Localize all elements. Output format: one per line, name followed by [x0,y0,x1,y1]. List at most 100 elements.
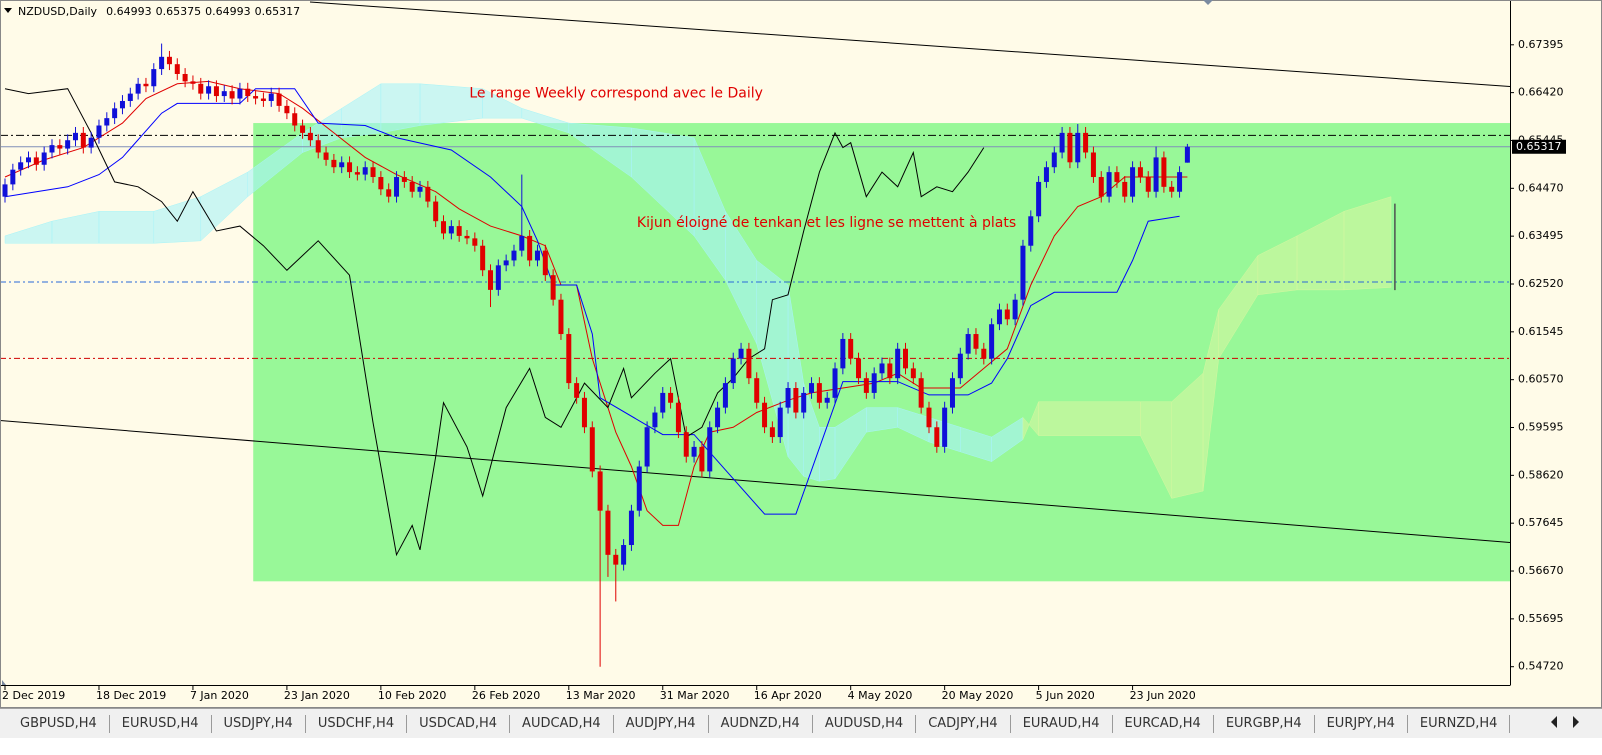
x-tick-label: 31 Mar 2020 [660,689,730,702]
candle-body [534,250,540,261]
y-tick-label: 0.59595 [1518,421,1564,434]
candle-body [49,145,55,153]
symbol-tab[interactable]: EURJPY,H4 [1315,714,1408,733]
symbol-tab[interactable]: EURCAD,H4 [1113,714,1214,733]
trendline [309,1,1510,88]
candle-body [769,427,775,438]
symbol-tab[interactable]: AUDUSD,H4 [813,714,917,733]
x-tick-label: 13 Mar 2020 [566,689,636,702]
candle-body [433,201,439,222]
candle-body [785,388,791,408]
candle-body [1051,152,1057,168]
candle-body [245,88,251,97]
cloud-segment [1343,196,1392,291]
tab-scroll[interactable] [1548,712,1588,732]
candle-body [166,56,172,65]
candle-body [1137,167,1143,178]
candle-body [221,91,227,97]
menu-arrow[interactable] [4,8,12,13]
cloud-segment [1038,401,1141,436]
candle-body [581,397,587,428]
symbol-tab[interactable]: CADJPY,H4 [916,714,1011,733]
candle-body [644,427,650,467]
candle-body [542,250,548,276]
candle-body [777,407,783,438]
candle-body [902,348,908,369]
symbol-tab[interactable]: EURUSD,H4 [110,714,212,733]
symbol-tab[interactable]: USDCHF,H4 [306,714,408,733]
symbol-tab[interactable]: GBPUSD,H4 [8,714,110,733]
y-tick-label: 0.54720 [1518,660,1564,673]
candle-body [260,98,266,101]
candle-body [793,388,799,413]
symbol-tab[interactable]: USDCAD,H4 [407,714,511,733]
candle-body [229,91,235,99]
candle-body [840,338,846,369]
candle-body [1161,157,1167,187]
candle-body [949,378,955,408]
x-tick-label: 18 Dec 2019 [96,689,166,702]
candle-body [910,368,916,379]
y-tick-label: 0.62520 [1518,277,1564,290]
axes: 0.673950.664200.654450.644700.634950.625… [2,5,1566,702]
candle-body [487,270,493,290]
candle-body [597,471,603,511]
symbol-tab[interactable]: EURNZD,H4 [1408,714,1511,733]
candle-body [347,162,353,173]
scroll-right[interactable] [1573,716,1579,728]
header-ohlc: 0.65375 [156,5,202,18]
candle-body [198,83,204,94]
x-tick-label: 7 Jan 2020 [190,689,249,702]
candle-body [159,56,165,70]
symbol-tab[interactable]: AUDNZD,H4 [709,714,813,733]
candle-body [33,157,39,165]
chart: Le range Weekly correspond avec le Daily… [0,0,1602,708]
candle-body [1059,132,1065,153]
symbol-tab[interactable]: AUDJPY,H4 [614,714,709,733]
candle-body [417,186,423,192]
candle-body [605,510,611,555]
candle-body [323,152,329,160]
x-tick-label: 20 May 2020 [942,689,1014,702]
candle-body [362,167,368,175]
candle-body [918,378,924,408]
y-tick-label: 0.60570 [1518,373,1564,386]
candle-body [707,427,713,472]
candle-body [1067,132,1073,163]
candle-body [80,132,86,148]
candle-body [268,93,274,101]
indicator-line [4,80,1188,526]
candle-body [1114,172,1120,182]
candle-body [441,221,447,234]
chart-title: NZDUSD,Daily [18,5,98,18]
candle-body [636,466,642,511]
candle-body [996,309,1002,325]
symbol-tab[interactable]: AUDCAD,H4 [510,714,614,733]
symbol-tab[interactable]: EURAUD,H4 [1011,714,1113,733]
candle-body [96,125,102,138]
candle-body [182,73,188,82]
symbol-tab[interactable]: EURGBP,H4 [1214,714,1315,733]
candle-body [691,446,697,457]
last-price-box [1512,139,1566,154]
candle-body [1184,146,1190,163]
cloud-segment [98,211,155,244]
candle-body [26,157,32,163]
symbol-tab[interactable]: USDJPY,H4 [212,714,306,733]
candle-body [527,235,533,261]
scroll-left[interactable] [1551,716,1557,728]
candle-body [237,88,243,99]
candle-body [981,348,987,359]
candle-body [652,412,658,428]
candle-body [190,81,196,84]
candle-body [660,392,666,413]
y-tick-label: 0.67395 [1518,38,1564,51]
candle-body [746,348,752,379]
candle-body [699,446,705,472]
candle-body [1012,299,1018,320]
candle-body [942,407,948,447]
x-tick-label: 4 May 2020 [848,689,913,702]
candle-body [722,383,728,408]
candle-body [1122,181,1128,197]
candle-body [628,510,634,546]
